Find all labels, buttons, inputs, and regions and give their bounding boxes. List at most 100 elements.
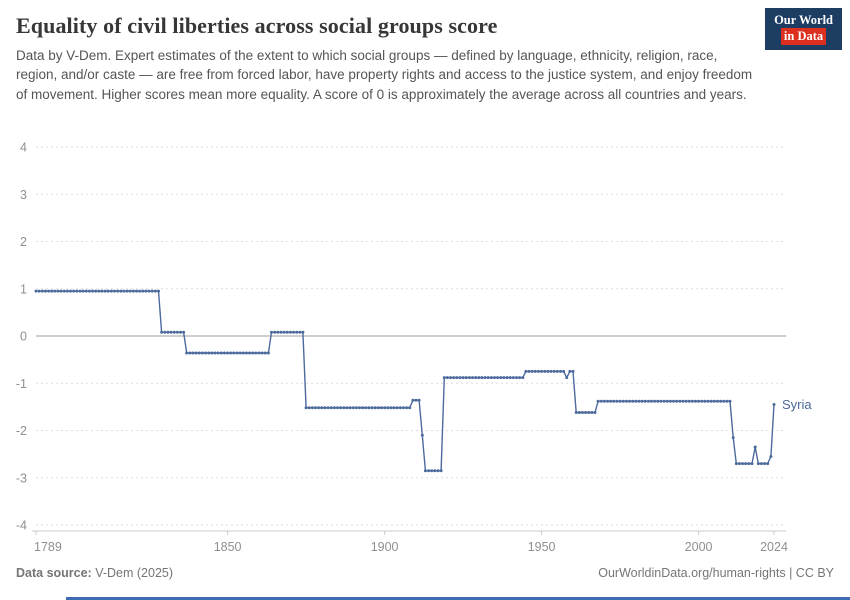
data-point [599,399,603,403]
data-point [662,399,666,403]
data-point [759,462,763,466]
data-point [712,399,716,403]
data-point [219,351,223,355]
data-point [405,406,409,410]
data-point [248,351,251,355]
data-point [75,289,79,293]
data-point [769,455,773,458]
data-point [653,399,657,403]
data-point [640,399,644,403]
data-point [474,376,478,380]
data-point [643,399,647,403]
data-point [69,289,72,293]
data-point [756,462,760,466]
owid-logo[interactable]: Our World in Data [765,8,842,50]
y-tick-label: -2 [16,424,27,438]
data-point [43,289,47,293]
data-source-link[interactable]: V-Dem (2025) [95,566,174,580]
chart-header: Equality of civil liberties across socia… [0,0,850,50]
data-point [103,289,107,293]
data-point [731,436,735,440]
data-point [279,330,283,334]
data-point [753,445,757,449]
data-point [87,289,91,293]
data-point [420,433,424,437]
data-point [734,462,738,466]
data-point [376,406,380,410]
data-point [571,369,575,373]
data-point [750,462,754,466]
data-point [467,376,471,380]
data-point [113,289,116,293]
data-point [354,406,358,410]
y-tick-label: 0 [20,330,27,344]
data-point [295,330,299,334]
data-point [461,376,465,380]
data-point [364,406,368,410]
logo-line-2: in Data [780,28,827,45]
entity-label-syria[interactable]: Syria [782,397,812,412]
data-point [401,406,405,410]
data-point [430,469,434,473]
data-point [602,399,606,403]
data-point [109,289,113,293]
data-point [763,462,767,466]
data-point [150,289,154,293]
data-point [285,330,289,334]
data-point [766,462,770,466]
footer-attribution-link[interactable]: OurWorldinData.org/human-rights | CC BY [598,566,834,580]
data-point [62,289,66,293]
data-point [442,376,446,380]
series-line-syria[interactable] [36,290,775,472]
data-point [725,399,729,403]
data-point [34,289,38,293]
data-point [518,376,522,380]
data-point [188,351,192,355]
data-point [580,411,584,414]
line-chart[interactable]: 4 3 2 1 0 -1 -2 -3 -4 1789 1850 1900 1950 2000 2024 Syr… [0,136,850,556]
data-point [131,289,135,293]
data-point [621,399,625,403]
data-point [433,469,437,473]
data-point [637,399,641,403]
data-point [486,376,490,380]
x-tick-label: 2000 [685,540,713,554]
data-point [307,406,311,410]
data-point [40,289,44,293]
data-point [153,289,157,293]
data-point [329,406,333,410]
data-point [706,399,710,403]
data-point [656,399,660,403]
data-point [552,369,556,373]
y-tick-label: -1 [16,377,27,391]
data-point [423,469,427,473]
data-point [266,351,270,355]
data-point [612,399,616,403]
data-point [562,369,566,373]
data-point [499,376,503,380]
data-point [624,399,628,403]
data-point [684,399,688,403]
data-point [414,398,418,402]
data-point [59,289,63,293]
data-point [615,399,619,403]
data-point [179,330,182,334]
data-point [392,406,396,410]
data-point [263,351,267,355]
data-point [254,351,258,355]
data-point [166,330,170,334]
data-point [565,376,569,380]
data-point [37,289,41,293]
data-point [439,469,443,473]
data-point [172,330,176,334]
data-point [744,462,748,466]
data-point [772,403,776,406]
data-point [650,399,653,403]
data-point [471,376,474,380]
data-point [163,330,167,334]
data-point [141,289,145,293]
chart-subtitle: Data by V-Dem. Expert estimates of the e… [16,48,753,102]
page-title: Equality of civil liberties across socia… [16,13,498,38]
data-point [370,406,374,410]
data-point [301,330,305,334]
